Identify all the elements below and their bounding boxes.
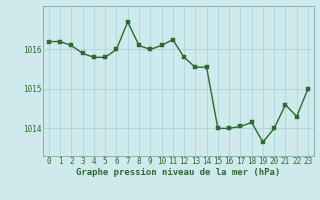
X-axis label: Graphe pression niveau de la mer (hPa): Graphe pression niveau de la mer (hPa) [76, 168, 281, 177]
